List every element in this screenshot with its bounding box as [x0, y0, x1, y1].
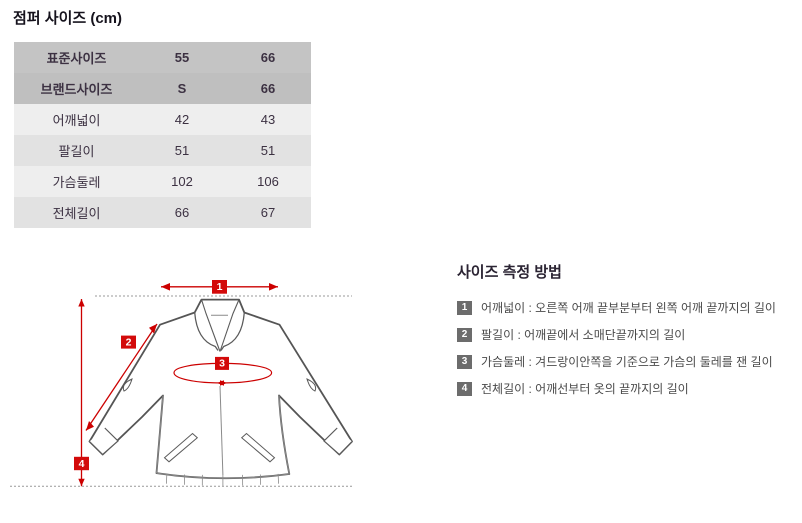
svg-text:3: 3 — [219, 358, 225, 370]
svg-text:1: 1 — [217, 281, 223, 293]
svg-text:2: 2 — [126, 336, 132, 348]
svg-text:4: 4 — [79, 458, 85, 470]
